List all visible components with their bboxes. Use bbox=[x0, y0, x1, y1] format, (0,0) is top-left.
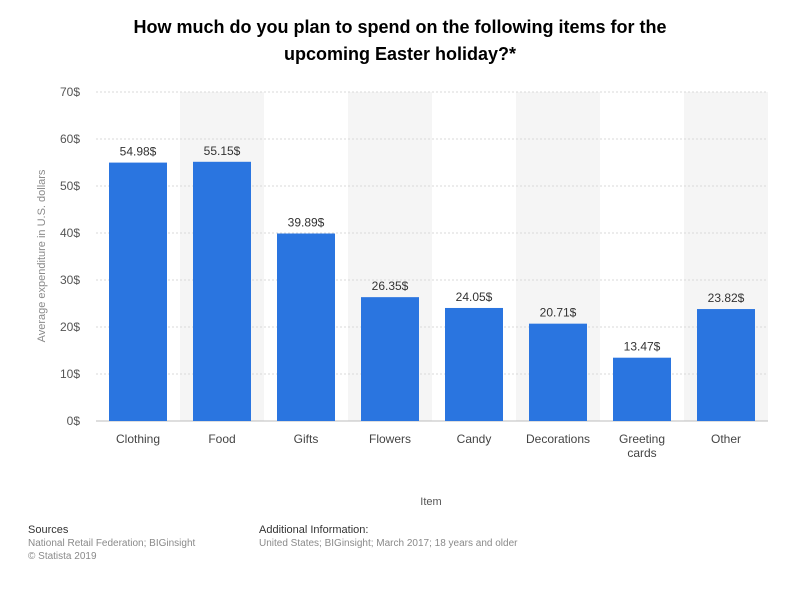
sources-line-1: National Retail Federation; BIGinsight bbox=[28, 538, 196, 549]
bar-value-label: 20.71$ bbox=[540, 306, 577, 320]
x-tick-label: Gifts bbox=[294, 432, 319, 446]
y-tick-label: 60$ bbox=[60, 132, 80, 146]
y-tick-label: 10$ bbox=[60, 367, 80, 381]
bar bbox=[193, 161, 251, 422]
bar-value-label: 39.89$ bbox=[288, 216, 325, 230]
additional-info-heading: Additional Information: bbox=[259, 524, 369, 536]
bar bbox=[109, 162, 167, 421]
x-tick-label: Candy bbox=[457, 432, 492, 446]
bar bbox=[529, 323, 587, 421]
bar bbox=[697, 309, 755, 421]
value-labels: 54.98$ 55.15$ 39.89$ 26.35$ 24.05$ 20.71$ 13.4… bbox=[120, 144, 745, 354]
y-axis-ticks: 0$ 10$ 20$ 30$ 40$ 50$ 60$ 70$ bbox=[60, 85, 80, 428]
x-tick-label: Food bbox=[208, 432, 235, 446]
y-tick-label: 50$ bbox=[60, 179, 80, 193]
chart-title: How much do you plan to spend on the fol… bbox=[40, 14, 760, 68]
y-tick-label: 30$ bbox=[60, 273, 80, 287]
x-tick-label: Flowers bbox=[369, 432, 411, 446]
x-axis-ticks: Clothing Food Gifts Flowers Candy Decorations… bbox=[116, 432, 741, 460]
chart-title-line-1: How much do you plan to spend on the fol… bbox=[133, 17, 667, 37]
bar bbox=[277, 233, 335, 421]
y-tick-label: 40$ bbox=[60, 226, 80, 240]
sources-heading: Sources bbox=[28, 524, 69, 536]
bars bbox=[109, 161, 755, 422]
additional-info-line-1: United States; BIGinsight; March 2017; 1… bbox=[259, 538, 518, 549]
bar-value-label: 23.82$ bbox=[708, 291, 745, 305]
bar-value-label: 55.15$ bbox=[204, 144, 241, 158]
sources-line-2: © Statista 2019 bbox=[28, 551, 97, 562]
bar-value-label: 26.35$ bbox=[372, 279, 409, 293]
x-tick-label: Clothing bbox=[116, 432, 160, 446]
x-tick-label: Other bbox=[711, 432, 741, 446]
bar bbox=[361, 297, 419, 421]
x-axis-label: Item bbox=[420, 496, 441, 508]
bar bbox=[445, 307, 503, 421]
sources-block: Sources National Retail Federation; BIGi… bbox=[28, 524, 195, 563]
y-axis-label: Average expenditure in U.S. dollars bbox=[36, 169, 48, 342]
additional-info-block: Additional Information: United States; B… bbox=[259, 524, 517, 550]
y-tick-label: 70$ bbox=[60, 85, 80, 99]
bar-value-label: 13.47$ bbox=[624, 340, 661, 354]
x-tick-label: Decorations bbox=[526, 432, 590, 446]
x-tick-label: Greeting bbox=[619, 432, 665, 446]
bar-value-label: 24.05$ bbox=[456, 290, 493, 304]
y-tick-label: 20$ bbox=[60, 320, 80, 334]
chart-title-line-2: upcoming Easter holiday?* bbox=[283, 44, 517, 64]
bar-chart: 0$ 10$ 20$ 30$ 40$ 50$ 60$ 70$ 54.98$ 55.15$ 39.8… bbox=[36, 85, 768, 508]
bar bbox=[613, 357, 671, 421]
y-tick-label: 0$ bbox=[67, 414, 81, 428]
bar-value-label: 54.98$ bbox=[120, 145, 157, 159]
x-tick-label: cards bbox=[627, 446, 656, 460]
